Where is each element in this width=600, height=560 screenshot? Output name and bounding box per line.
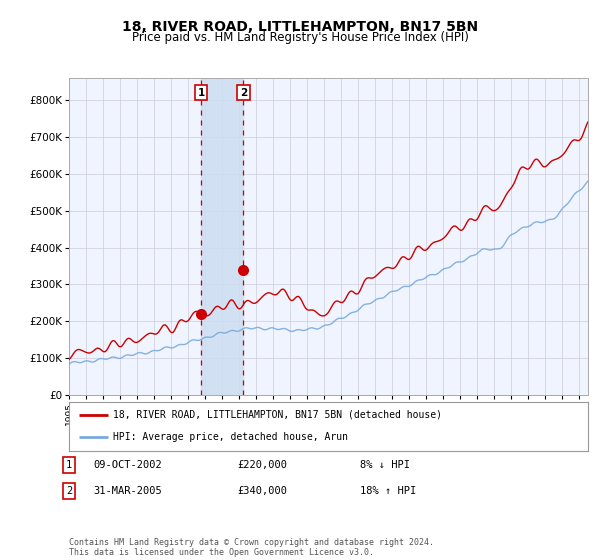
Text: £340,000: £340,000 <box>237 486 287 496</box>
Text: Contains HM Land Registry data © Crown copyright and database right 2024.
This d: Contains HM Land Registry data © Crown c… <box>69 538 434 557</box>
Text: 1: 1 <box>197 87 205 97</box>
Text: Price paid vs. HM Land Registry's House Price Index (HPI): Price paid vs. HM Land Registry's House … <box>131 31 469 44</box>
Text: 09-OCT-2002: 09-OCT-2002 <box>93 460 162 470</box>
Text: 31-MAR-2005: 31-MAR-2005 <box>93 486 162 496</box>
Bar <box>201 78 244 395</box>
Text: 18, RIVER ROAD, LITTLEHAMPTON, BN17 5BN (detached house): 18, RIVER ROAD, LITTLEHAMPTON, BN17 5BN … <box>113 410 442 420</box>
Text: HPI: Average price, detached house, Arun: HPI: Average price, detached house, Arun <box>113 432 348 442</box>
Text: 1: 1 <box>66 460 72 470</box>
Text: 8% ↓ HPI: 8% ↓ HPI <box>360 460 410 470</box>
Text: £220,000: £220,000 <box>237 460 287 470</box>
Text: 18, RIVER ROAD, LITTLEHAMPTON, BN17 5BN: 18, RIVER ROAD, LITTLEHAMPTON, BN17 5BN <box>122 20 478 34</box>
Text: 18% ↑ HPI: 18% ↑ HPI <box>360 486 416 496</box>
Text: 2: 2 <box>240 87 247 97</box>
Text: 2: 2 <box>66 486 72 496</box>
